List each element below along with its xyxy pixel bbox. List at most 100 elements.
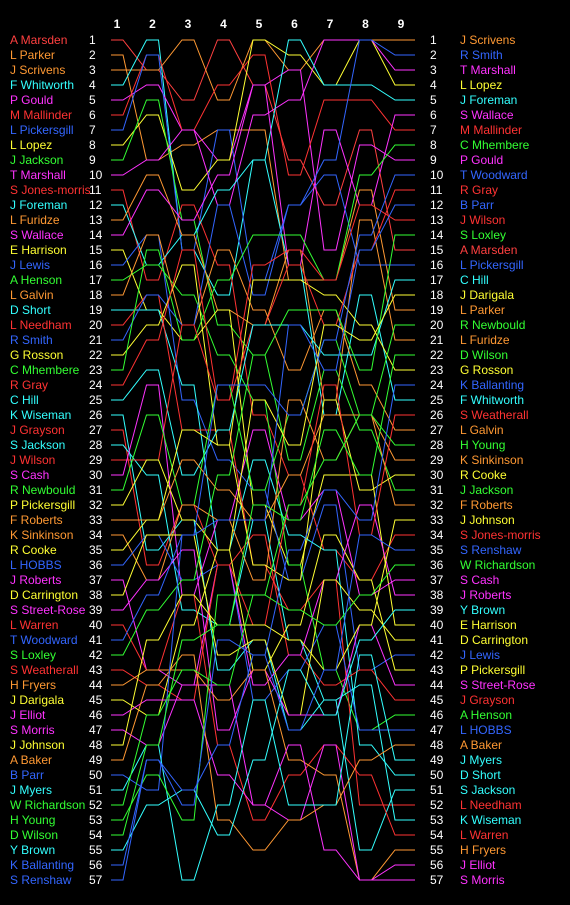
- final-name-label: R Cooke: [460, 468, 507, 482]
- series-line: [111, 39, 415, 416]
- round-label-4: 4: [220, 17, 227, 31]
- round-label-8: 8: [362, 17, 369, 31]
- final-position-label: 28: [430, 438, 444, 452]
- start-position-label: 22: [89, 348, 103, 362]
- series-lines: [111, 39, 415, 881]
- final-position-label: 4: [430, 78, 437, 92]
- final-position-label: 33: [430, 513, 444, 527]
- start-name-label: H Fryers: [10, 678, 56, 692]
- start-position-label: 14: [89, 228, 103, 242]
- series-line: [111, 654, 415, 881]
- series-line: [111, 609, 415, 851]
- start-name-label: L Warren: [10, 618, 58, 632]
- start-name-label: L Lopez: [10, 138, 52, 152]
- final-name-label: K Wiseman: [460, 813, 521, 827]
- series-line: [111, 54, 415, 281]
- final-position-label: 40: [430, 618, 444, 632]
- series-line: [111, 519, 415, 746]
- round-label-1: 1: [114, 17, 121, 31]
- series-line: [111, 414, 415, 821]
- final-name-label: S Morris: [460, 873, 505, 887]
- final-name-label: A Baker: [460, 738, 502, 752]
- start-name-label: K Sinkinson: [10, 528, 73, 542]
- start-name-label: E Harrison: [10, 243, 67, 257]
- final-name-label: S Renshaw: [460, 543, 522, 557]
- series-line: [111, 174, 415, 401]
- series-line: [111, 234, 415, 431]
- final-name-label: D Carrington: [460, 633, 528, 647]
- start-position-label: 9: [89, 153, 96, 167]
- series-line: [111, 264, 415, 446]
- round-label-5: 5: [256, 17, 263, 31]
- final-name-label: A Henson: [460, 708, 512, 722]
- final-position-label: 49: [430, 753, 444, 767]
- final-position-label: 3: [430, 63, 437, 77]
- series-line: [111, 414, 415, 521]
- start-position-label: 56: [89, 858, 103, 872]
- final-position-label: 48: [430, 738, 444, 752]
- final-position-label: 57: [430, 873, 444, 887]
- round-label-3: 3: [185, 17, 192, 31]
- final-name-label: Y Brown: [460, 603, 505, 617]
- final-name-label: R Newbould: [460, 318, 525, 332]
- start-position-label: 30: [89, 468, 103, 482]
- final-position-label: 23: [430, 363, 444, 377]
- start-name-label: T Marshall: [10, 168, 66, 182]
- final-name-label: S Jones-morris: [460, 528, 541, 542]
- start-position-label: 29: [89, 453, 103, 467]
- series-line: [111, 414, 415, 821]
- final-name-label: R Gray: [460, 183, 498, 197]
- final-position-label: 21: [430, 333, 444, 347]
- start-position-label: 39: [89, 603, 103, 617]
- start-name-label: Y Brown: [10, 843, 55, 857]
- final-name-label: P Gould: [460, 153, 503, 167]
- round-label-2: 2: [149, 17, 156, 31]
- final-position-label: 24: [430, 378, 444, 392]
- final-name-label: T Marshall: [460, 63, 516, 77]
- start-position-label: 15: [89, 243, 103, 257]
- start-position-label: 2: [89, 48, 96, 62]
- final-name-label: F Roberts: [460, 498, 513, 512]
- final-name-label: L Furidze: [460, 333, 510, 347]
- start-name-label: M Mallinder: [10, 108, 72, 122]
- start-name-label: D Wilson: [10, 828, 58, 842]
- start-name-label: J Elliot: [10, 708, 46, 722]
- start-position-label: 13: [89, 213, 103, 227]
- final-position-label: 39: [430, 603, 444, 617]
- start-position-label: 46: [89, 708, 103, 722]
- start-position-label: 31: [89, 483, 103, 497]
- start-name-label: D Carrington: [10, 588, 78, 602]
- final-position-label: 2: [430, 48, 437, 62]
- final-position-label: 19: [430, 303, 444, 317]
- start-name-label: F Roberts: [10, 513, 63, 527]
- start-position-label: 1: [89, 33, 96, 47]
- start-name-label: A Marsden: [10, 33, 67, 47]
- final-name-label: T Woodward: [460, 168, 528, 182]
- start-position-label: 49: [89, 753, 103, 767]
- start-name-label: J Scrivens: [10, 63, 65, 77]
- final-name-label: L Needham: [460, 798, 522, 812]
- start-position-label: 3: [89, 63, 96, 77]
- start-position-label: 42: [89, 648, 103, 662]
- start-position-label: 28: [89, 438, 103, 452]
- start-name-label: S Morris: [10, 723, 55, 737]
- series-line: [111, 264, 415, 731]
- start-name-label: A Baker: [10, 753, 52, 767]
- start-name-label: J Wilson: [10, 453, 55, 467]
- final-position-label: 35: [430, 543, 444, 557]
- final-name-label: S Street-Rose: [460, 678, 536, 692]
- final-position-label: 26: [430, 408, 444, 422]
- final-name-label: S Weatherall: [460, 408, 528, 422]
- series-line: [111, 249, 415, 626]
- start-name-label: W Richardson: [10, 798, 85, 812]
- final-position-label: 29: [430, 453, 444, 467]
- series-line: [111, 309, 415, 776]
- final-name-label: E Harrison: [460, 618, 517, 632]
- series-line: [111, 684, 415, 881]
- start-name-label: L Galvin: [10, 288, 54, 302]
- final-name-label: C Mhembere: [460, 138, 530, 152]
- final-name-label: J Roberts: [460, 588, 511, 602]
- final-name-label: D Wilson: [460, 348, 508, 362]
- final-position-label: 6: [430, 108, 437, 122]
